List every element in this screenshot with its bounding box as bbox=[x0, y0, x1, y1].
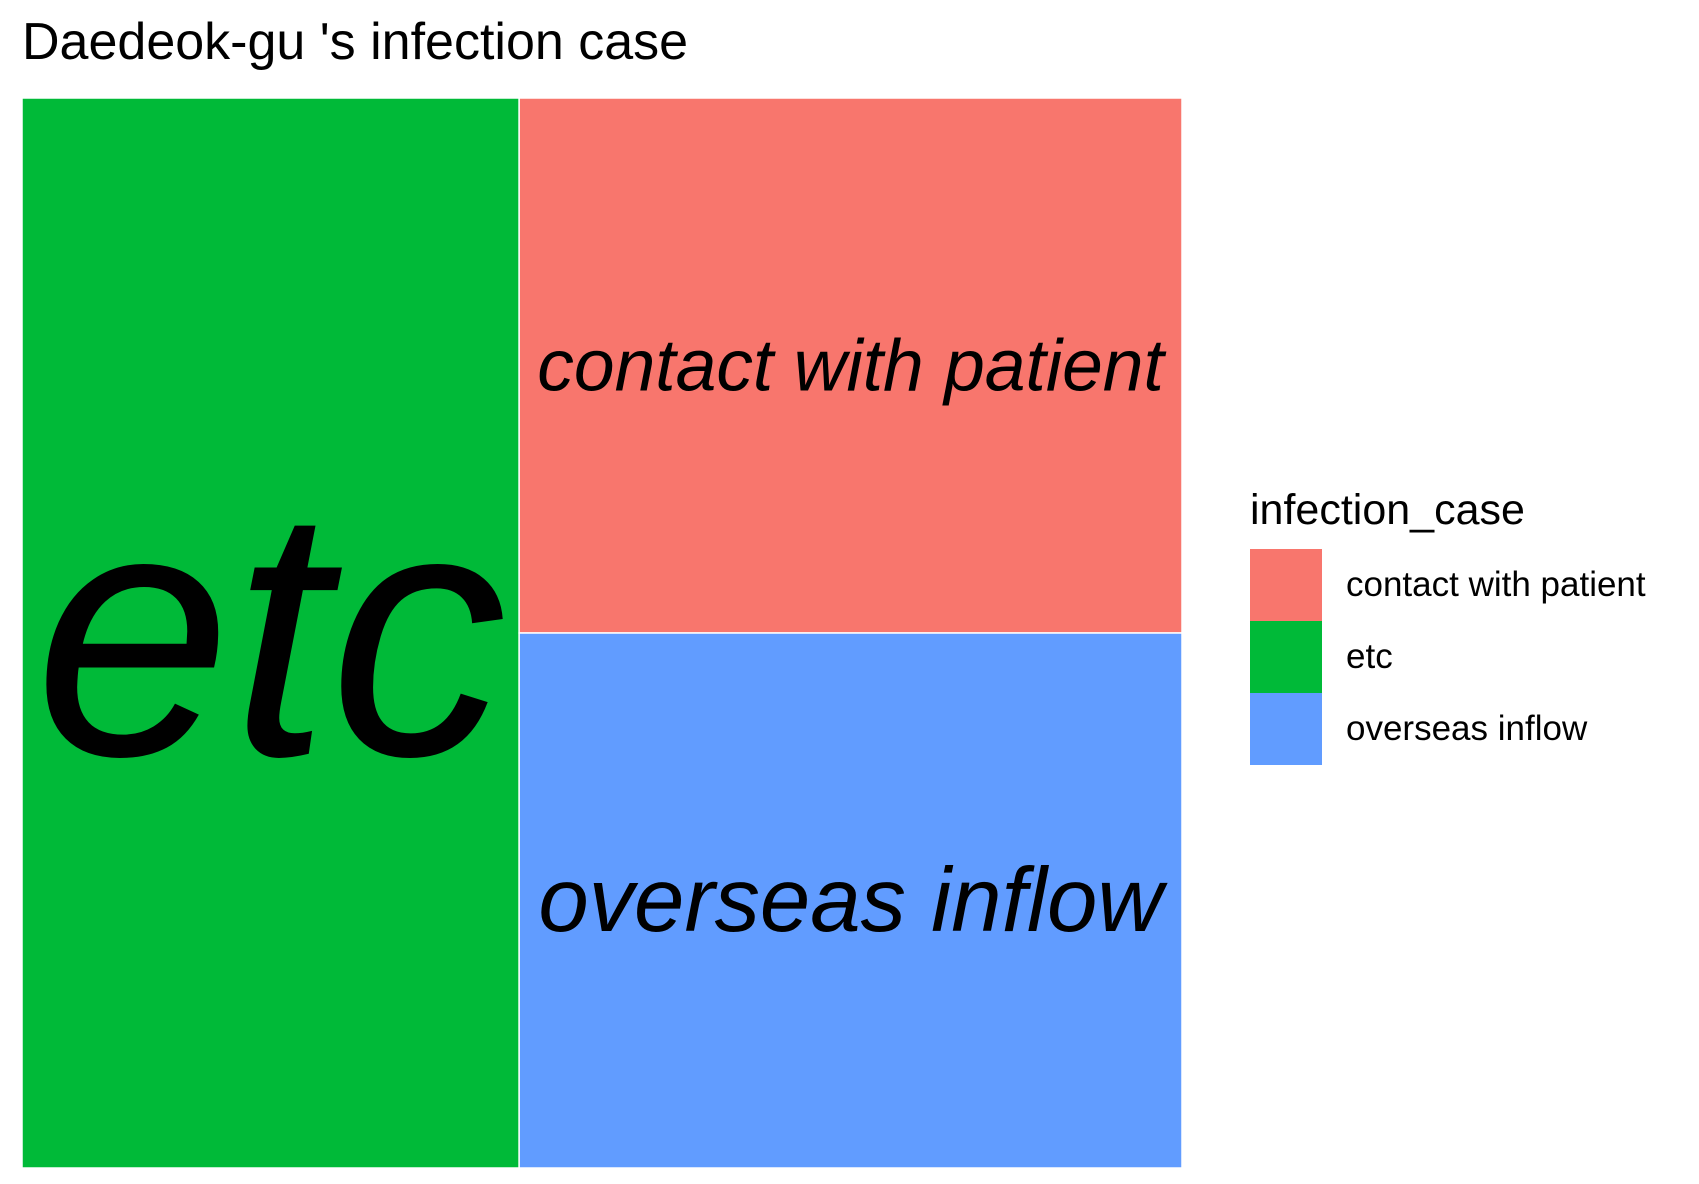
treemap-plot: etc contact with patient overseas inflow bbox=[21, 97, 1183, 1169]
legend-swatch-contact-with-patient bbox=[1250, 549, 1322, 621]
tile-etc bbox=[21, 97, 520, 1169]
legend: infection_case contact with patient etc ov… bbox=[1250, 486, 1646, 765]
legend-item-etc: etc bbox=[1250, 621, 1646, 693]
legend-swatch-etc bbox=[1250, 621, 1322, 693]
tile-overseas-inflow bbox=[518, 632, 1183, 1169]
legend-item-contact-with-patient: contact with patient bbox=[1250, 549, 1646, 621]
legend-title: infection_case bbox=[1250, 486, 1525, 534]
tile-label-contact-with-patient: contact with patient bbox=[537, 325, 1166, 407]
chart-title: Daedeok-gu 's infection case bbox=[22, 13, 689, 71]
tile-contact-with-patient bbox=[518, 97, 1183, 634]
legend-items: contact with patient etc overseas inflow bbox=[1250, 549, 1646, 765]
legend-label-contact-with-patient: contact with patient bbox=[1346, 565, 1646, 604]
tile-label-overseas-inflow: overseas inflow bbox=[538, 850, 1168, 951]
legend-label-etc: etc bbox=[1346, 637, 1393, 676]
legend-item-overseas-inflow: overseas inflow bbox=[1250, 693, 1646, 765]
legend-swatch-overseas-inflow bbox=[1250, 693, 1322, 765]
legend-label-overseas-inflow: overseas inflow bbox=[1346, 709, 1588, 748]
tile-label-etc: etc bbox=[34, 436, 506, 831]
